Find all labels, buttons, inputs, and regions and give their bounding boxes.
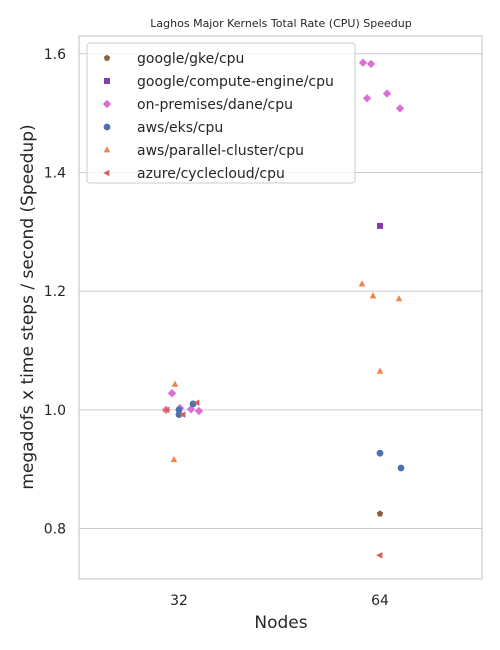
data-point bbox=[366, 59, 376, 69]
chart-title: Laghos Major Kernels Total Rate (CPU) Sp… bbox=[150, 17, 411, 30]
legend-marker bbox=[103, 123, 111, 131]
data-point bbox=[395, 104, 405, 113]
legend-marker bbox=[103, 54, 111, 61]
y-tick-label: 1.2 bbox=[44, 284, 66, 300]
y-tick-label: 0.8 bbox=[44, 522, 66, 538]
legend-marker bbox=[103, 169, 110, 177]
legend-frame bbox=[86, 42, 356, 184]
data-point bbox=[170, 455, 178, 463]
data-points bbox=[161, 58, 405, 559]
y-tick-labels: 0.8 1.0 1.2 1.4 1.6 bbox=[44, 47, 66, 538]
data-point bbox=[167, 389, 177, 398]
data-point bbox=[179, 411, 186, 418]
data-point bbox=[377, 222, 383, 229]
y-tick-label: 1.0 bbox=[44, 403, 66, 419]
data-point bbox=[171, 380, 179, 387]
x-tick-label: 32 bbox=[170, 593, 188, 609]
legend-marker bbox=[104, 78, 110, 84]
data-point bbox=[395, 295, 403, 302]
data-point bbox=[362, 94, 372, 103]
data-point bbox=[193, 399, 200, 407]
legend-label: google/compute-engine/cpu bbox=[137, 74, 334, 90]
data-point bbox=[189, 400, 197, 408]
data-point bbox=[358, 280, 366, 287]
data-point bbox=[382, 89, 392, 98]
legend-label: google/gke/cpu bbox=[137, 51, 244, 67]
data-point bbox=[194, 406, 204, 416]
data-point bbox=[376, 367, 384, 374]
y-tick-label: 1.6 bbox=[44, 47, 66, 63]
legend-marker bbox=[102, 99, 112, 109]
x-tick-labels: 32 64 bbox=[170, 593, 389, 609]
data-point bbox=[186, 405, 196, 414]
legend-label: aws/eks/cpu bbox=[137, 120, 223, 136]
data-point bbox=[376, 449, 384, 457]
x-axis-label: Nodes bbox=[254, 613, 307, 633]
data-point bbox=[397, 464, 405, 472]
x-tick-label: 64 bbox=[371, 593, 389, 609]
data-point bbox=[358, 58, 368, 67]
y-tick-label: 1.4 bbox=[44, 165, 66, 181]
data-point bbox=[369, 292, 377, 299]
plot-area-frame bbox=[78, 35, 483, 580]
data-point bbox=[376, 510, 384, 517]
legend-label: azure/cyclecloud/cpu bbox=[137, 166, 285, 182]
legend-marker bbox=[103, 146, 111, 153]
y-axis-label: megadofs x time steps / second (Speedup) bbox=[18, 124, 38, 489]
data-point bbox=[175, 406, 183, 414]
legend-label: aws/parallel-cluster/cpu bbox=[137, 143, 304, 159]
legend-label: on-premises/dane/cpu bbox=[137, 97, 293, 113]
data-point bbox=[163, 406, 170, 414]
data-point bbox=[376, 551, 383, 559]
data-point bbox=[175, 411, 183, 419]
legend: google/gke/cpu google/compute-engine/cpu o… bbox=[86, 42, 356, 184]
